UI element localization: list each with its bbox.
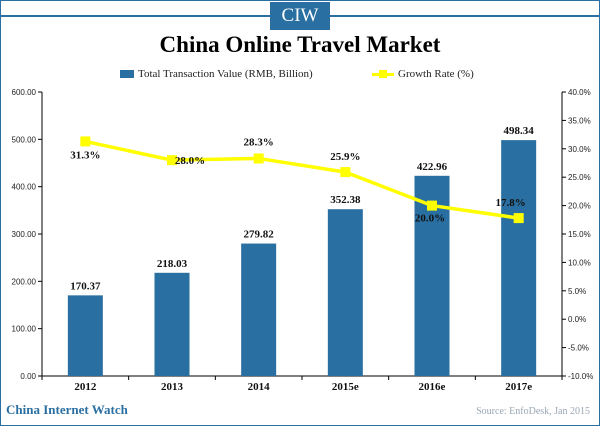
y-right-tick-label: 25.0% [568,173,591,182]
y-right-tick-label: 20.0% [568,202,591,211]
y-left-tick-label: 600.00 [12,88,37,97]
x-tick-label: 2014 [248,381,271,393]
growth-rate-marker [253,153,264,164]
growth-rate-marker [167,155,177,166]
legend-label-growth-rate: Growth Rate (%) [398,68,474,80]
bar [327,209,363,376]
legend-item-growth-rate: Growth Rate (%) [372,68,474,80]
bar-value-label: 218.03 [157,258,188,270]
growth-rate-marker [427,200,437,211]
bar-value-label: 279.82 [244,229,275,241]
legend-swatch-bar [120,70,134,78]
footer-brand: China Internet Watch [6,402,128,417]
bar [241,243,277,376]
x-tick-label: 2015e [332,381,359,393]
bar [501,140,537,376]
growth-rate-label: 31.3% [70,149,100,161]
y-left-tick-label: 500.00 [12,135,37,144]
legend-item-transaction-value: Total Transaction Value (RMB, Billion) [120,68,313,80]
bar-value-label: 170.37 [70,280,101,292]
growth-rate-label: 25.9% [330,151,360,163]
x-tick-label: 2016e [419,381,446,393]
legend: Total Transaction Value (RMB, Billion) G… [0,68,600,84]
y-left-tick-label: 0.00 [20,372,36,381]
bar-value-label: 422.96 [417,161,448,173]
brand-logo: CIW [270,2,330,30]
y-right-tick-label: 40.0% [568,88,591,97]
growth-rate-label: 17.8% [496,197,526,209]
bar-value-label: 498.34 [504,125,535,137]
y-right-tick-label: 10.0% [568,258,591,267]
y-right-tick-label: 35.0% [568,116,591,125]
chart-title: China Online Travel Market [159,32,441,57]
y-right-tick-label: 0.0% [568,315,586,324]
y-right-tick-label: -10.0% [568,372,593,381]
bar [154,272,190,376]
y-right-tick-label: 30.0% [568,145,591,154]
y-left-tick-label: 200.00 [12,277,37,286]
y-right-tick-label: -5.0% [568,344,589,353]
x-tick-label: 2017e [505,381,532,393]
growth-rate-marker [80,136,91,147]
legend-label-transaction-value: Total Transaction Value (RMB, Billion) [138,68,313,80]
growth-rate-marker [340,167,351,178]
growth-rate-label: 20.0% [415,213,445,225]
growth-rate-label: 28.3% [244,136,274,148]
x-tick-label: 2012 [74,381,97,393]
growth-rate-marker [513,213,524,224]
growth-rate-line [84,139,519,220]
bar [67,295,103,376]
y-left-tick-label: 300.00 [12,230,37,239]
growth-rate-label: 28.0% [175,155,205,167]
y-right-tick-label: 15.0% [568,230,591,239]
footer-source: Source: EnfoDesk, Jan 2015 [476,406,590,417]
bar-value-label: 352.38 [330,194,361,206]
y-left-tick-label: 100.00 [12,325,37,334]
y-right-tick-label: 5.0% [568,287,586,296]
x-tick-label: 2013 [161,381,184,393]
legend-swatch-line [372,69,394,79]
y-left-tick-label: 400.00 [12,183,37,192]
